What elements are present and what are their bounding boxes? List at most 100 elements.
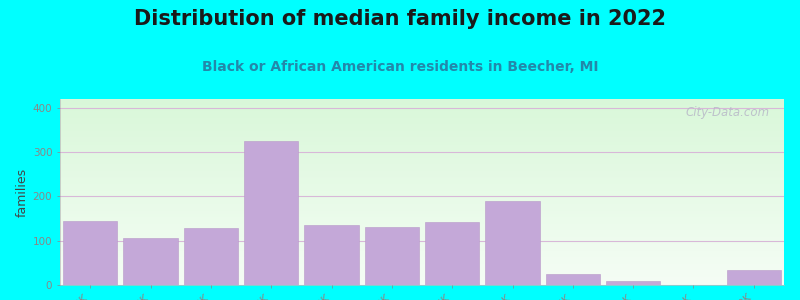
Bar [60,118,784,119]
Bar [60,279,784,280]
Bar [60,108,784,109]
Bar [60,126,784,127]
Bar [60,113,784,114]
Bar [60,276,784,277]
Bar [60,164,784,165]
Bar [60,256,784,257]
Bar [60,222,784,223]
Bar [60,123,784,124]
Bar [60,165,784,166]
Bar [60,146,784,147]
Bar [726,269,781,285]
Bar [60,184,784,185]
Bar [60,168,784,169]
Bar [60,161,784,162]
Bar [60,178,784,179]
Bar [60,219,784,220]
Bar [60,183,784,184]
Bar [60,207,784,208]
Bar [60,238,784,239]
Bar [60,258,784,259]
Bar [60,195,784,196]
Bar [60,263,784,264]
Bar [60,214,784,215]
Bar [60,149,784,150]
Bar [60,159,784,160]
Bar [60,254,784,255]
Bar [60,275,784,276]
Bar [365,227,419,285]
Text: City-Data.com: City-Data.com [686,106,770,119]
Bar [60,129,784,130]
Bar [60,180,784,181]
Bar [60,122,784,123]
Bar [60,260,784,261]
Bar [60,197,784,198]
Bar [60,158,784,159]
Bar [60,172,784,173]
Text: Black or African American residents in Beecher, MI: Black or African American residents in B… [202,60,598,74]
Bar [60,283,784,284]
Bar [244,141,298,285]
Bar [60,121,784,122]
Bar [60,245,784,246]
Bar [60,128,784,129]
Bar [60,223,784,224]
Bar [60,112,784,113]
Bar [60,191,784,192]
Bar [60,103,784,104]
Bar [60,192,784,193]
Bar [60,160,784,161]
Bar [60,140,784,141]
Bar [60,255,784,256]
Bar [60,234,784,235]
Bar [60,227,784,228]
Bar [60,204,784,205]
Bar [60,110,784,111]
Bar [60,251,784,252]
Bar [60,114,784,115]
Bar [60,152,784,153]
Bar [60,167,784,168]
Bar [60,224,784,226]
Bar [60,151,784,152]
Bar [60,106,784,107]
Bar [60,137,784,138]
Bar [60,240,784,241]
Bar [486,201,540,285]
Bar [60,170,784,171]
Bar [60,230,784,231]
Bar [123,238,178,285]
Bar [60,120,784,121]
Bar [60,188,784,189]
Bar [60,265,784,266]
Bar [60,139,784,140]
Bar [60,138,784,139]
Bar [60,246,784,247]
Bar [60,262,784,263]
Bar [60,130,784,131]
Bar [60,150,784,151]
Bar [60,182,784,183]
Bar [60,101,784,102]
Bar [60,281,784,282]
Bar [60,142,784,143]
Bar [60,115,784,116]
Bar [60,243,784,244]
Bar [60,201,784,202]
Bar [60,166,784,167]
Bar [60,259,784,260]
Bar [60,105,784,106]
Bar [60,220,784,221]
Bar [60,221,784,222]
Bar [60,174,784,175]
Bar [60,99,784,100]
Bar [606,281,660,285]
Bar [63,221,118,285]
Bar [60,228,784,229]
Bar [60,206,784,207]
Y-axis label: families: families [15,167,29,217]
Bar [60,271,784,272]
Bar [425,222,479,285]
Bar [60,199,784,200]
